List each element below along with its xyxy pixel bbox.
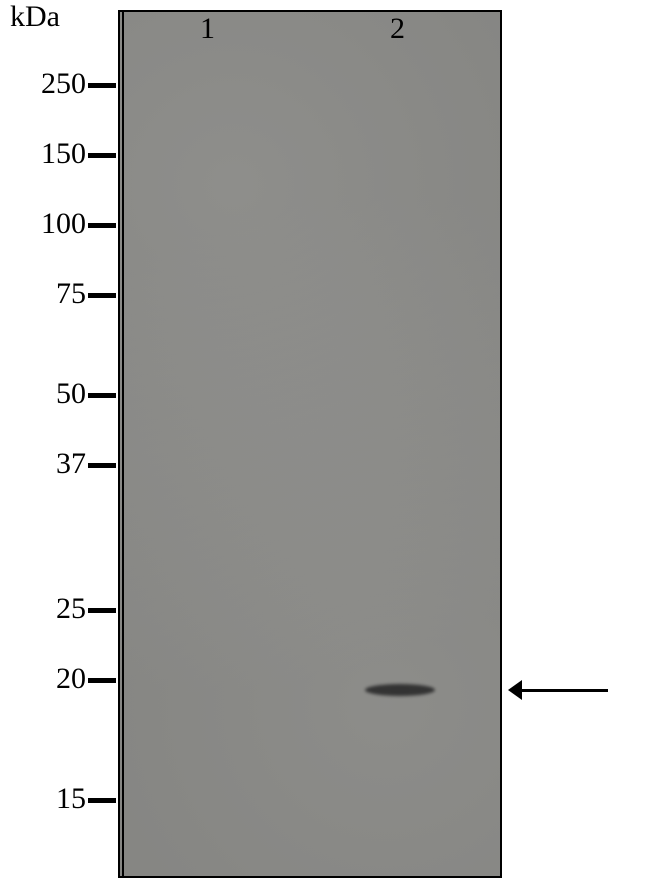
marker-label-20: 20 [56,662,86,696]
marker-tick-25 [88,608,116,613]
lane-label-1: 1 [200,12,215,46]
marker-label-100: 100 [41,207,86,241]
marker-tick-75 [88,293,116,298]
marker-label-50: 50 [56,377,86,411]
marker-tick-150 [88,153,116,158]
marker-tick-250 [88,83,116,88]
marker-label-150: 150 [41,137,86,171]
marker-tick-50 [88,393,116,398]
marker-label-75: 75 [56,277,86,311]
lane-label-2: 2 [390,12,405,46]
marker-label-37: 37 [56,447,86,481]
band-lane2 [365,684,435,696]
marker-tick-37 [88,463,116,468]
western-blot-figure: kDa 1 2 250 150 100 75 50 37 25 20 15 [0,0,650,886]
lane-divider [122,12,124,876]
marker-tick-20 [88,678,116,683]
marker-label-15: 15 [56,782,86,816]
blot-membrane [118,10,502,878]
arrow-shaft [522,689,608,692]
marker-label-250: 250 [41,67,86,101]
marker-tick-15 [88,798,116,803]
axis-unit-label: kDa [10,0,60,34]
marker-tick-100 [88,223,116,228]
arrow-head-icon [508,680,522,700]
marker-label-25: 25 [56,592,86,626]
